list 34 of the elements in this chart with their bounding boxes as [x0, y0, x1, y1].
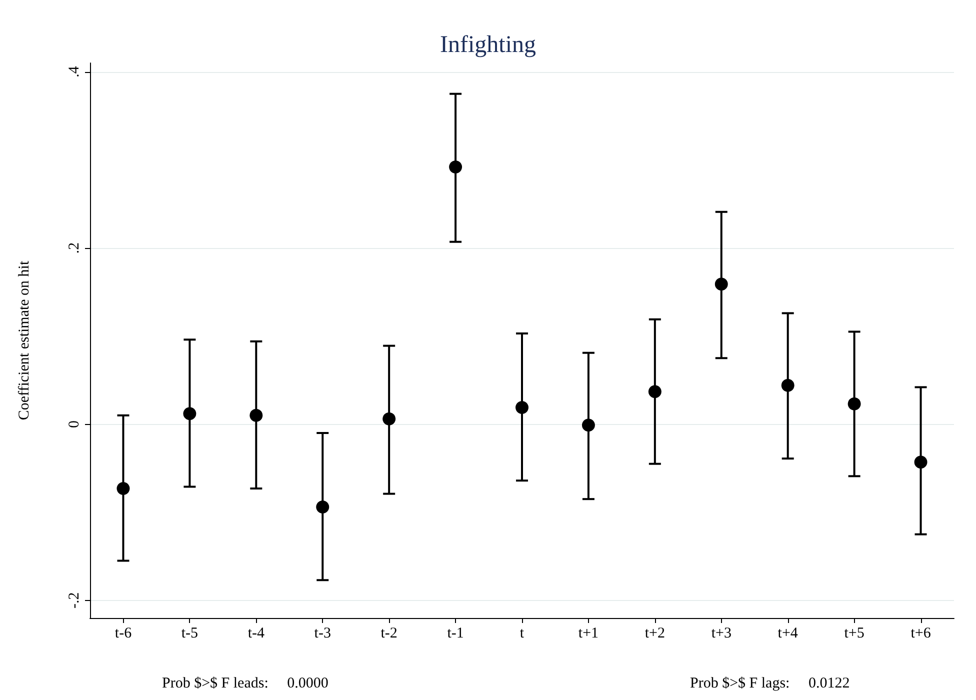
point	[516, 400, 528, 414]
x-tick-label: t+5	[844, 626, 864, 642]
x-tick-label: t-2	[380, 626, 398, 642]
x-tick-label: t+6	[910, 626, 932, 642]
point	[848, 397, 861, 410]
y-tick-label: -.2	[66, 592, 82, 609]
x-tick-label: t+2	[644, 626, 665, 642]
point	[582, 418, 595, 432]
x-tick-label: t-4	[248, 626, 265, 642]
point	[914, 456, 928, 469]
text: Prob $>$ F lags: 0.0122	[690, 676, 850, 692]
point	[449, 160, 462, 174]
y-axis-title: Coefficient estimate on hit	[16, 260, 32, 420]
x-tick-label: t-5	[181, 626, 198, 642]
x-tick-label: t-1	[447, 626, 464, 642]
x-tick-label: t+4	[778, 626, 798, 642]
point	[250, 408, 263, 422]
chart-title: Infighting	[440, 32, 536, 58]
x-tick-label: t+1	[578, 626, 599, 642]
point	[648, 385, 662, 398]
x-tick-label: t-6	[114, 626, 132, 642]
y-tick-label: .4	[66, 66, 82, 78]
text: Prob $>$ F leads: 0.0000	[162, 676, 328, 692]
x-tick-label: t+3	[711, 626, 732, 642]
point	[781, 378, 794, 392]
y-tick-label: 0	[66, 420, 82, 428]
point	[714, 278, 728, 291]
y-tick-label: .2	[66, 242, 82, 254]
point	[183, 407, 196, 420]
point	[116, 482, 130, 495]
x-tick-label: t	[520, 626, 525, 642]
point	[382, 412, 396, 426]
point	[316, 500, 330, 514]
x-tick-label: t-3	[314, 626, 331, 642]
